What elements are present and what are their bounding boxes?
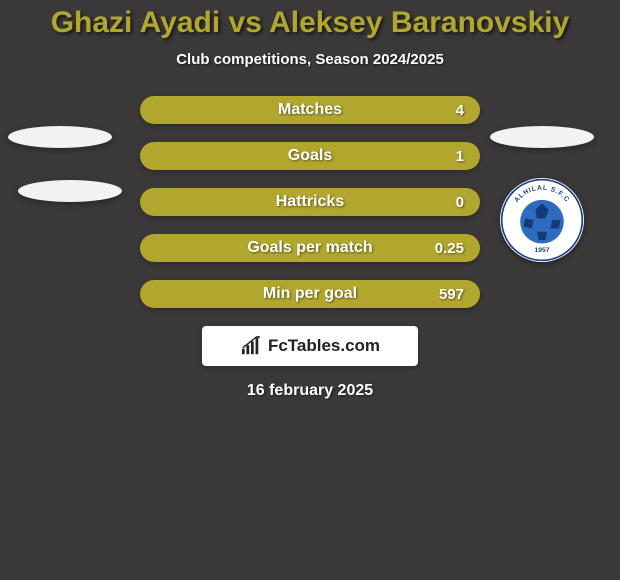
stat-value: 4 [456,102,464,119]
stat-row: Goals per match0.25 [0,234,620,262]
stat-label: Matches [140,101,480,119]
stat-bar: Goals per match0.25 [140,234,480,262]
comparison-card: Ghazi Ayadi vs Aleksey Baranovskiy Club … [0,0,620,580]
page-title: Ghazi Ayadi vs Aleksey Baranovskiy [0,0,620,39]
stat-bar: Min per goal597 [140,280,480,308]
stat-bar: Matches4 [140,96,480,124]
brand-box: FcTables.com [202,326,418,366]
stat-label: Goals [140,147,480,165]
stat-value: 0.25 [435,240,464,257]
brand-text: FcTables.com [268,336,380,356]
barchart-icon [240,336,262,356]
stat-value: 597 [439,286,464,303]
stat-label: Hattricks [140,193,480,211]
stat-bar: Goals1 [140,142,480,170]
stat-label: Goals per match [140,239,480,257]
stat-label: Min per goal [140,285,480,303]
stat-row: Goals1 [0,142,620,170]
date-label: 16 february 2025 [0,382,620,400]
subtitle: Club competitions, Season 2024/2025 [0,51,620,68]
stat-bar: Hattricks0 [140,188,480,216]
stat-value: 0 [456,194,464,211]
stat-row: Hattricks0 [0,188,620,216]
stats-list: Matches4Goals1Hattricks0Goals per match0… [0,96,620,308]
stat-row: Min per goal597 [0,280,620,308]
stat-row: Matches4 [0,96,620,124]
stat-value: 1 [456,148,464,165]
